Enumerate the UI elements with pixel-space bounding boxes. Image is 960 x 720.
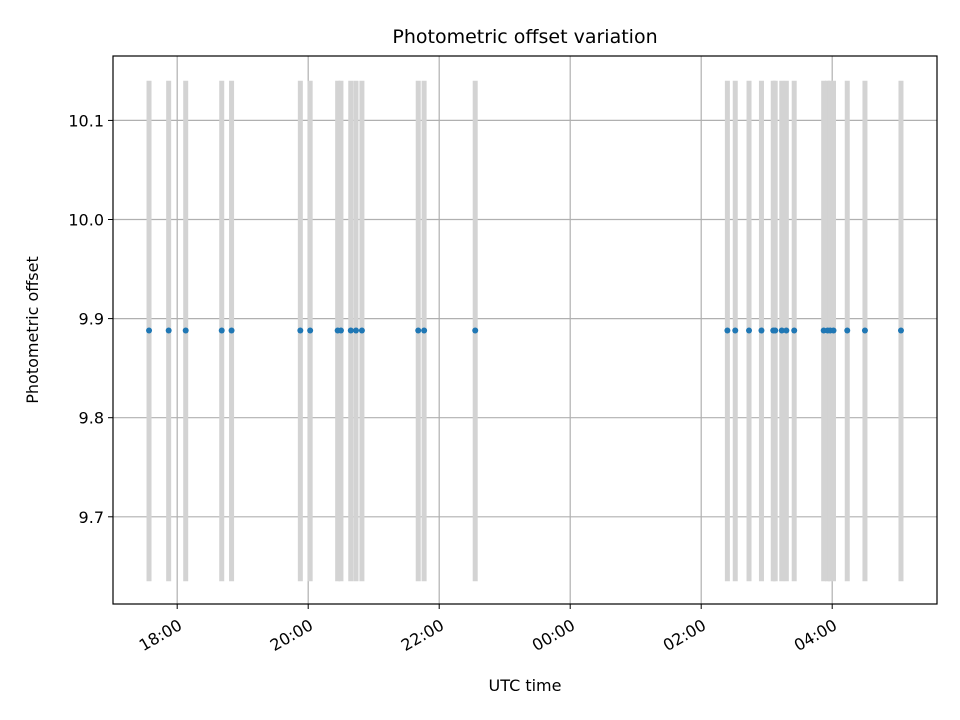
data-points (146, 327, 904, 334)
data-point (228, 327, 235, 334)
data-point (421, 327, 428, 334)
data-point (472, 327, 479, 334)
data-point (778, 327, 785, 334)
data-point (724, 327, 731, 334)
y-tick-label: 9.7 (79, 508, 104, 527)
data-point (218, 327, 225, 334)
y-tick-label: 9.8 (79, 409, 104, 428)
data-point (830, 327, 837, 334)
data-point (791, 327, 798, 334)
plot-frame (112, 55, 938, 605)
data-point (897, 327, 904, 334)
data-point (358, 327, 365, 334)
data-point (844, 327, 851, 334)
data-point (746, 327, 753, 334)
data-point (415, 327, 422, 334)
data-point (353, 327, 360, 334)
y-tick-label: 10.0 (68, 211, 104, 230)
data-point (861, 327, 868, 334)
data-point (758, 327, 765, 334)
data-point (182, 327, 189, 334)
data-point (307, 327, 314, 334)
x-axis-label: UTC time (489, 676, 562, 695)
data-point (146, 327, 153, 334)
data-point (772, 327, 779, 334)
data-point (297, 327, 304, 334)
y-tick-label: 10.1 (68, 111, 104, 130)
data-point (732, 327, 739, 334)
data-point (347, 327, 354, 334)
data-point (337, 327, 344, 334)
y-axis: 9.7 9.8 9.9 10.0 10.1 (68, 111, 113, 527)
chart-title: Photometric offset variation (392, 26, 657, 48)
data-point (783, 327, 790, 334)
data-point (165, 327, 172, 334)
y-axis-label: Photometric offset (23, 256, 42, 404)
y-tick-label: 9.9 (79, 310, 104, 329)
